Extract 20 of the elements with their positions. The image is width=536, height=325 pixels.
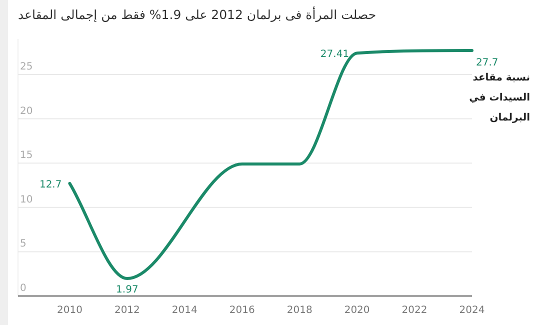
y-tick-label: 25 [20,61,33,72]
x-tick-label: 2020 [344,305,370,316]
data-label: 27.7 [476,58,498,69]
data-label: 1.97 [116,284,138,296]
x-tick-label: 2010 [56,305,82,316]
y-tick-label: 0 [20,283,26,294]
x-tick-label: 2012 [114,305,140,316]
x-tick-label: 2024 [459,305,485,316]
y-tick-label: 5 [20,238,26,250]
y-tick-label: 15 [20,150,33,162]
text: نسبة مقاعد السيدات في البرلمان [469,72,530,124]
data-label: 12.7 [39,179,62,190]
x-tick-label: 2014 [172,305,198,316]
x-tick-label: 2016 [229,305,255,316]
x-tick-label: 2022 [402,305,428,316]
data-label: 27.41 [320,49,350,60]
chart-title: حصلت المرأة فى برلمان 2012 على 1.9% فقط من إجمالى المقاعد [18,6,376,23]
y-tick-label: 20 [20,106,33,117]
x-tick-label: 2018 [286,305,312,316]
y-tick-label: 10 [20,194,33,206]
